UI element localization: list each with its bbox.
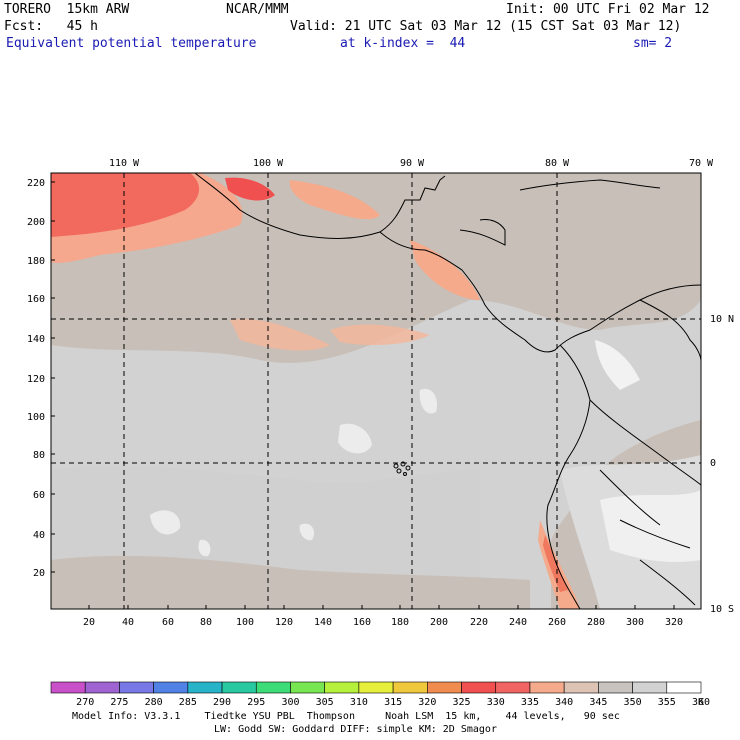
y-tick-label: 220 <box>27 178 45 189</box>
organization-label: NCAR/MMM <box>226 2 289 17</box>
smoothing-label: sm= 2 <box>633 36 673 51</box>
colorbar-label: 355 <box>658 697 676 708</box>
y-tick-label: 180 <box>27 256 45 267</box>
colorbar-label: 290 <box>213 697 231 708</box>
y-tick-label: 200 <box>27 217 45 228</box>
x-tick-label: 320 <box>665 617 683 628</box>
y-tick-label: 100 <box>27 412 45 423</box>
colorbar-swatch <box>50 681 86 694</box>
colorbar-label: 310 <box>350 697 368 708</box>
model-info: Model Info: V3.3.1 Tiedtke YSU PBL Thomp… <box>72 711 620 722</box>
x-tick-label: 120 <box>275 617 293 628</box>
x-tick-label: 140 <box>314 617 332 628</box>
colorbar-swatch <box>598 681 633 694</box>
lat-lon-grid <box>51 173 701 609</box>
colorbar-label: 330 <box>487 697 505 708</box>
colorbar-swatch <box>461 681 497 694</box>
lon-label-70w: 70 W <box>689 158 714 169</box>
colorbar-swatch <box>187 681 223 694</box>
colorbar-swatch <box>255 681 291 694</box>
colorbar-unit: K <box>698 697 704 708</box>
colorbar-swatch <box>666 681 702 694</box>
y-tick-label: 40 <box>33 530 45 541</box>
valid-time: Valid: 21 UTC Sat 03 Mar 12 (15 CST Sat … <box>290 19 682 34</box>
y-tick-label: 160 <box>27 294 45 305</box>
physics-info: LW: Godd SW: Goddard DIFF: simple KM: 2D… <box>214 724 497 735</box>
lon-label-100w: 100 W <box>253 158 284 169</box>
colorbar-label: 305 <box>316 697 334 708</box>
lon-label-110w: 110 W <box>109 158 140 169</box>
theta-e-field <box>51 173 701 609</box>
colorbar-label: 360 <box>692 697 710 708</box>
lat-label-10s: 10 S <box>710 604 734 615</box>
colorbar-swatch <box>290 681 325 694</box>
axis-ticks <box>51 181 675 609</box>
colorbar-swatch <box>529 681 565 694</box>
x-tick-label: 20 <box>83 617 95 628</box>
lat-label-0: 0 <box>710 458 716 469</box>
colorbar-label: 325 <box>452 697 470 708</box>
colorbar-swatch <box>84 681 120 694</box>
map-frame <box>50 172 702 610</box>
colorbar-label: 350 <box>624 697 642 708</box>
colorbar-label: 280 <box>145 697 163 708</box>
y-tick-label: 80 <box>33 450 45 461</box>
colorbar-swatch <box>495 681 531 694</box>
colorbar-swatch <box>324 681 360 694</box>
y-tick-label: 140 <box>27 334 45 345</box>
colorbar: 270 275 280 285 290 295 300 305 310 315 320 325 330 3… <box>50 681 710 708</box>
colorbar-swatch <box>358 681 394 694</box>
colorbar-label: 335 <box>521 697 539 708</box>
x-tick-label: 220 <box>470 617 488 628</box>
x-tick-label: 260 <box>548 617 566 628</box>
colorbar-swatch <box>392 681 428 694</box>
colorbar-label: 340 <box>555 697 573 708</box>
field-title: Equivalent potential temperature <box>6 36 257 51</box>
colorbar-swatch <box>632 681 668 694</box>
colorbar-swatch <box>221 681 257 694</box>
model-label: TORERO 15km ARW <box>4 2 130 17</box>
x-tick-label: 160 <box>353 617 371 628</box>
x-tick-label: 100 <box>236 617 254 628</box>
lat-label-10n: 10 N <box>710 314 734 325</box>
colorbar-label: 315 <box>384 697 402 708</box>
colorbar-label: 320 <box>418 697 436 708</box>
x-tick-label: 60 <box>162 617 174 628</box>
x-tick-label: 40 <box>122 617 134 628</box>
x-tick-label: 280 <box>587 617 605 628</box>
y-tick-label: 20 <box>33 568 45 579</box>
forecast-hour: Fcst: 45 h <box>4 19 98 34</box>
lon-label-90w: 90 W <box>400 158 425 169</box>
colorbar-swatch <box>153 681 189 694</box>
colorbar-label: 300 <box>281 697 299 708</box>
x-tick-label: 300 <box>626 617 644 628</box>
colorbar-swatch <box>427 681 462 694</box>
y-tick-label: 60 <box>33 490 45 501</box>
x-tick-label: 200 <box>430 617 448 628</box>
colorbar-label: 295 <box>247 697 265 708</box>
colorbar-label: 270 <box>76 697 94 708</box>
x-tick-label: 180 <box>391 617 409 628</box>
level-label: at k-index = 44 <box>340 36 466 51</box>
init-time: Init: 00 UTC Fri 02 Mar 12 <box>506 2 710 17</box>
colorbar-label: 345 <box>589 697 607 708</box>
colorbar-swatch <box>563 681 599 694</box>
y-tick-label: 120 <box>27 374 45 385</box>
colorbar-label: 285 <box>179 697 197 708</box>
x-tick-label: 80 <box>200 617 212 628</box>
x-tick-label: 240 <box>509 617 527 628</box>
colorbar-swatch <box>119 681 154 694</box>
colorbar-label: 275 <box>110 697 128 708</box>
coastline <box>194 173 701 609</box>
lon-label-80w: 80 W <box>545 158 570 169</box>
